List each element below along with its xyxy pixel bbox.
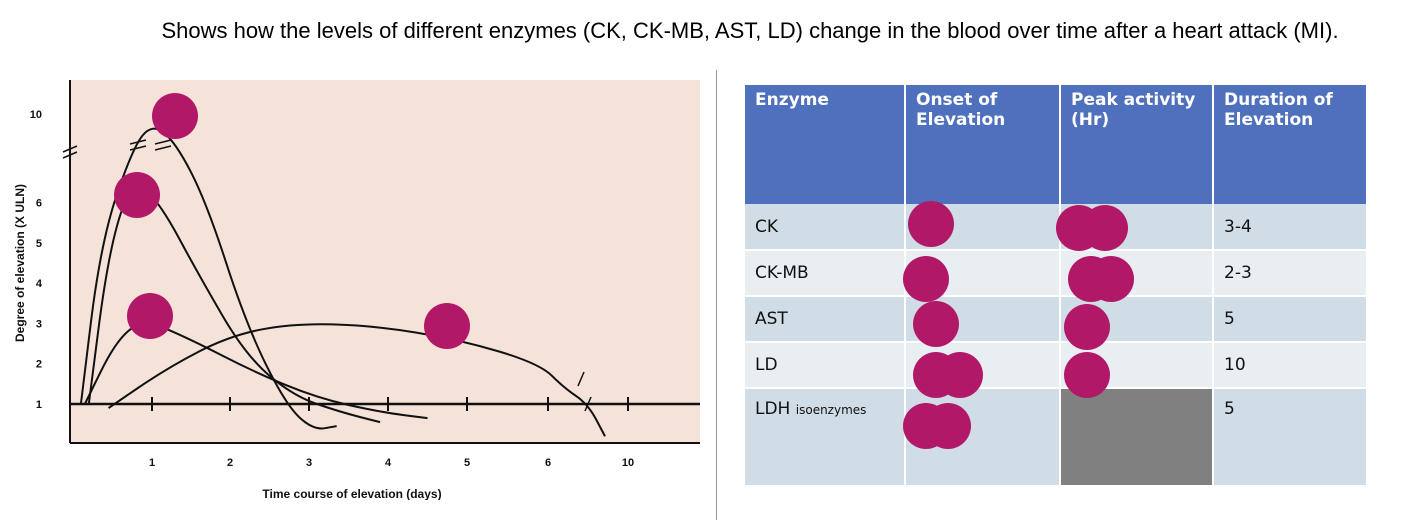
- curve-break-mark: [154, 139, 172, 145]
- cell-enzyme: AST: [745, 296, 906, 343]
- redaction-dot: [903, 256, 949, 302]
- series-line-3: [83, 323, 428, 420]
- x-tick-label: 4: [385, 457, 392, 469]
- x-tick-label: 10: [622, 457, 634, 469]
- table-row: LDH isoenzymes 5: [745, 388, 1368, 487]
- y-tick-label: 6: [36, 198, 42, 210]
- header-onset: Onset of Elevation: [905, 85, 1061, 204]
- x-tick-label: 5: [464, 457, 470, 469]
- cell-enzyme: CK-MB: [745, 250, 906, 297]
- enzyme-chart: 1 2 3 4 5 6 10 1 2 3 4 5 6 10 Time course of elevation…: [13, 80, 700, 500]
- table-header-row: Enzyme Onset of Elevation Peak activity …: [745, 85, 1368, 204]
- x-break-mark: [584, 396, 592, 412]
- cell-duration: 10: [1213, 342, 1368, 389]
- y-tick-label: 1: [36, 399, 42, 411]
- series-line-1: [79, 127, 337, 430]
- table-row: CK-MB 2-3: [745, 250, 1368, 297]
- y-tick-label: 3: [36, 318, 42, 330]
- cell-peak-blank: [1060, 388, 1214, 487]
- redaction-dot: [127, 293, 173, 339]
- y-axis-title: Degree of elevation (X ULN): [13, 184, 27, 342]
- x-tick-label: 1: [149, 457, 155, 469]
- x-tick-label: 2: [227, 457, 233, 469]
- redaction-dot: [908, 201, 954, 247]
- cell-duration: 3-4: [1213, 204, 1368, 251]
- cell-enzyme: CK: [745, 204, 906, 251]
- cell-onset: [905, 342, 1061, 389]
- plot-background: [70, 80, 700, 443]
- y-tick-label: 10: [30, 109, 42, 121]
- enzyme-table: Enzyme Onset of Elevation Peak activity …: [745, 85, 1368, 487]
- y-tick-label: 4: [36, 278, 43, 290]
- cell-duration: 5: [1213, 296, 1368, 343]
- header-enzyme: Enzyme: [745, 85, 906, 204]
- series-line-2: [87, 186, 381, 424]
- redaction-dot: [937, 352, 983, 398]
- redaction-dot: [424, 303, 470, 349]
- header-peak: Peak activity (Hr): [1060, 85, 1214, 204]
- axis-break-mark: [62, 151, 78, 159]
- enzyme-suffix: isoenzymes: [795, 403, 867, 417]
- redaction-dot: [1064, 352, 1110, 398]
- cell-duration: 5: [1213, 388, 1368, 487]
- table-row: LD 10: [745, 342, 1368, 389]
- cell-enzyme: LDH isoenzymes: [745, 388, 906, 487]
- redaction-dot: [925, 403, 971, 449]
- x-break-mark: [577, 371, 585, 387]
- cell-enzyme: LD: [745, 342, 906, 389]
- redaction-dot: [1064, 304, 1110, 350]
- axis-break-mark: [62, 145, 78, 153]
- divider: [716, 70, 717, 520]
- x-tick-label: 3: [306, 457, 312, 469]
- table-row: AST 5: [745, 296, 1368, 343]
- curve-break-mark: [129, 145, 147, 151]
- caption: Shows how the levels of different enzyme…: [161, 18, 1339, 43]
- x-tick-label: 6: [545, 457, 551, 469]
- redaction-dot: [114, 172, 160, 218]
- x-axis-title: Time course of elevation (days): [262, 487, 441, 500]
- redaction-dot: [1082, 205, 1128, 251]
- y-tick-label: 2: [36, 359, 42, 371]
- redaction-dot: [913, 301, 959, 347]
- cell-duration: 2-3: [1213, 250, 1368, 297]
- series-line-4: [107, 323, 606, 437]
- enzyme-name: LDH: [755, 399, 791, 419]
- curve-break-mark: [154, 145, 172, 151]
- redaction-dot: [1088, 256, 1134, 302]
- y-tick-label: 5: [36, 238, 42, 250]
- header-duration: Duration of Elevation: [1213, 85, 1368, 204]
- redaction-dot: [152, 93, 198, 139]
